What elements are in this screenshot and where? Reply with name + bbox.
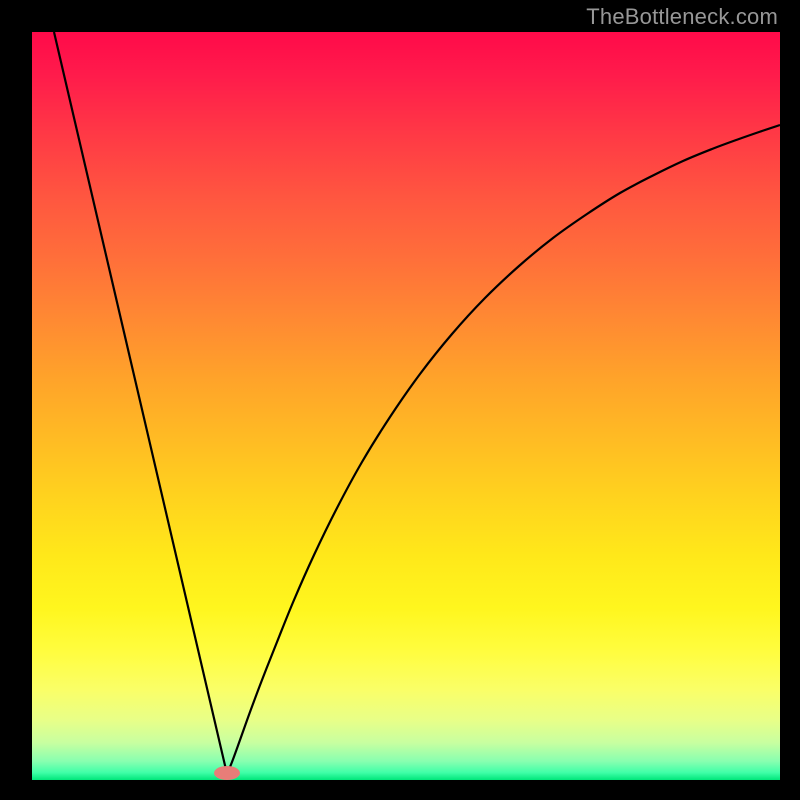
chart-border-left: [0, 0, 32, 800]
plot-background: [32, 32, 780, 780]
bottleneck-chart: TheBottleneck.com: [0, 0, 800, 800]
optimal-point-marker: [214, 766, 240, 780]
plot-area: [32, 32, 780, 780]
watermark-text: TheBottleneck.com: [586, 4, 778, 30]
chart-border-bottom: [0, 780, 800, 800]
chart-border-right: [780, 0, 800, 800]
plot-svg: [32, 32, 780, 780]
